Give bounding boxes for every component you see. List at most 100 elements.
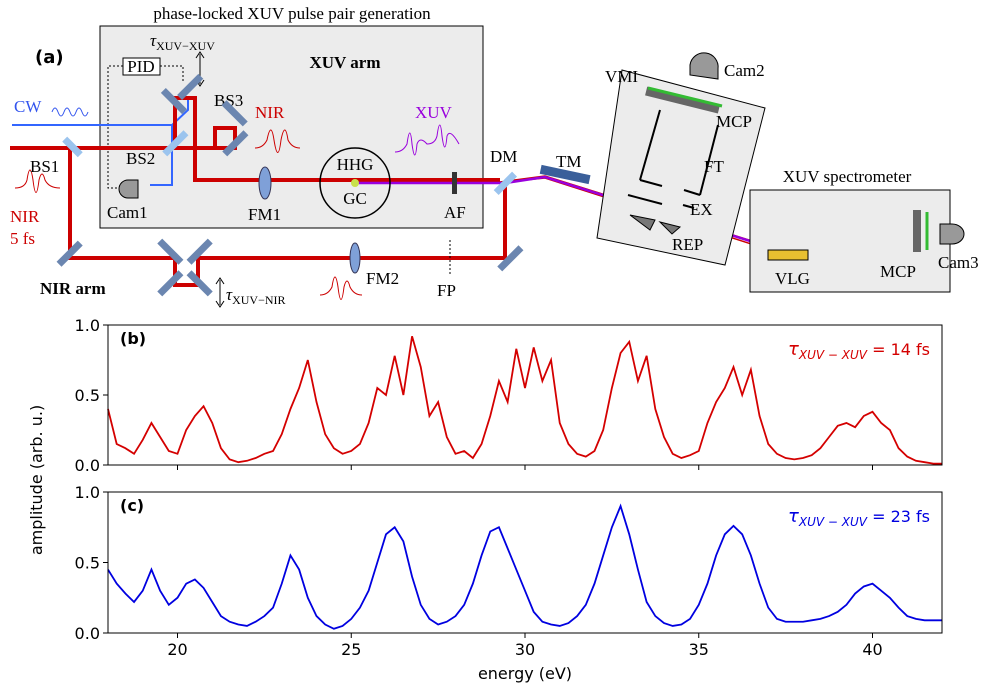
- data-line: [107, 335, 942, 465]
- camera: [118, 179, 139, 199]
- nir-arm-label: NIR arm: [40, 279, 106, 298]
- mirror: [162, 130, 189, 157]
- panel-label: (c): [120, 496, 144, 515]
- bs2-label: BS2: [126, 149, 155, 168]
- mirror: [497, 245, 524, 272]
- setup-diagram: phase-locked XUV pulse pair generation (…: [10, 4, 979, 308]
- lens: [349, 242, 361, 274]
- tau-label: τXUV−XUV: [150, 31, 215, 53]
- annotation-symbol: τ: [788, 339, 799, 360]
- annotation-text: = 14 fs: [867, 340, 930, 359]
- vlg-label: VLG: [775, 269, 810, 288]
- camera: [939, 223, 965, 245]
- mirror: [157, 238, 184, 265]
- x-tick-label: 20: [167, 640, 187, 659]
- cw-label: CW: [14, 97, 42, 116]
- annotation-text: = 23 fs: [867, 507, 930, 526]
- annotation: τXUV − XUV = 23 fs: [788, 506, 930, 529]
- cam3-label: Cam3: [938, 253, 979, 272]
- cw-beam: [12, 100, 189, 186]
- feedback-line: [107, 65, 184, 189]
- y-tick-label: 0.0: [75, 624, 100, 643]
- x-tick-label: 40: [862, 640, 882, 659]
- mirror: [186, 270, 213, 297]
- nir-delayed-wave: [319, 276, 363, 300]
- lens: [258, 166, 272, 200]
- tau-label: τXUV−NIR: [226, 285, 286, 307]
- nir-input-wave: [14, 169, 61, 193]
- vmi-label: VMI: [605, 67, 638, 86]
- filter: [452, 172, 457, 194]
- mirror: [160, 87, 188, 115]
- ex-label: EX: [690, 200, 713, 219]
- repeller: [629, 214, 682, 235]
- mirror: [221, 100, 248, 127]
- duration-label: 5 fs: [10, 229, 35, 248]
- mcp-label: MCP: [880, 262, 916, 281]
- delay-arrow: [215, 277, 225, 308]
- plot-frame: [107, 324, 943, 466]
- grating: [767, 249, 809, 261]
- gas-jet: [351, 179, 359, 187]
- x-tick-label: 25: [341, 640, 361, 659]
- mcp-detector: [913, 210, 921, 252]
- panel-label: (b): [120, 329, 146, 348]
- nir-arm-beam: [68, 148, 507, 287]
- annotation: τXUV − XUV = 14 fs: [788, 339, 930, 362]
- rep-label: REP: [672, 235, 703, 254]
- pid-label: PID: [127, 57, 154, 76]
- tau-symbol: τ: [150, 31, 157, 50]
- fm1-label: FM1: [248, 205, 281, 224]
- phosphor: [647, 86, 723, 108]
- mirror: [222, 130, 249, 157]
- y-tick-label: 0.5: [75, 386, 100, 405]
- y-axis-label: amplitude (arb. u.): [27, 405, 46, 555]
- charts: amplitude (arb. u.) 0.00.51.0(b)τXUV − X…: [27, 316, 943, 683]
- xuv-arm-label: XUV arm: [310, 53, 381, 72]
- cam1-label: Cam1: [107, 203, 148, 222]
- mirror: [186, 238, 213, 265]
- x-axis-label: energy (eV): [478, 664, 572, 683]
- nir-input-label: NIR: [10, 207, 40, 226]
- tau-symbol: τ: [226, 285, 233, 304]
- mcp-detector: [645, 86, 721, 114]
- panel-label: (a): [35, 47, 64, 68]
- mcp-label: MCP: [716, 112, 752, 131]
- x-tick-label: 35: [689, 640, 709, 659]
- generation-box: [99, 25, 484, 229]
- dm-label: DM: [490, 147, 517, 166]
- nir-pulse-wave: [254, 129, 301, 153]
- fp-label: FP: [437, 281, 456, 300]
- y-tick-label: 1.0: [75, 483, 100, 502]
- camera: [689, 52, 719, 80]
- plot-frame: [107, 491, 943, 634]
- diagram-title: phase-locked XUV pulse pair generation: [153, 4, 431, 23]
- gas-cell: [319, 147, 391, 219]
- annotation-symbol: τ: [788, 506, 799, 527]
- xuv-pulse-wave: [394, 124, 460, 156]
- mirror: [62, 136, 83, 158]
- tm-label: TM: [556, 152, 582, 171]
- bs1-label: BS1: [30, 157, 59, 176]
- mirrors: [56, 73, 524, 297]
- mirror: [56, 240, 83, 267]
- bs3-label: BS3: [214, 91, 243, 110]
- tau-subscript: XUV−NIR: [232, 293, 285, 307]
- mirror: [493, 171, 518, 196]
- mirror: [177, 73, 204, 101]
- x-tick-label: 30: [515, 640, 535, 659]
- fm2-label: FM2: [366, 269, 399, 288]
- annotation-subscript: XUV − XUV: [798, 348, 868, 362]
- vmi-box: [596, 69, 766, 266]
- hhg-label: HHG: [337, 155, 374, 174]
- toroidal-mirror: [539, 164, 591, 185]
- spectrometer-label: XUV spectrometer: [783, 167, 912, 186]
- y-tick-label: 0.0: [75, 456, 100, 475]
- cw-wave: [51, 107, 89, 117]
- xuv-pulse-label: XUV: [415, 103, 453, 122]
- y-tick-label: 0.5: [75, 554, 100, 573]
- y-tick-label: 1.0: [75, 316, 100, 335]
- data-line: [107, 503, 942, 630]
- ft-label: FT: [704, 157, 724, 176]
